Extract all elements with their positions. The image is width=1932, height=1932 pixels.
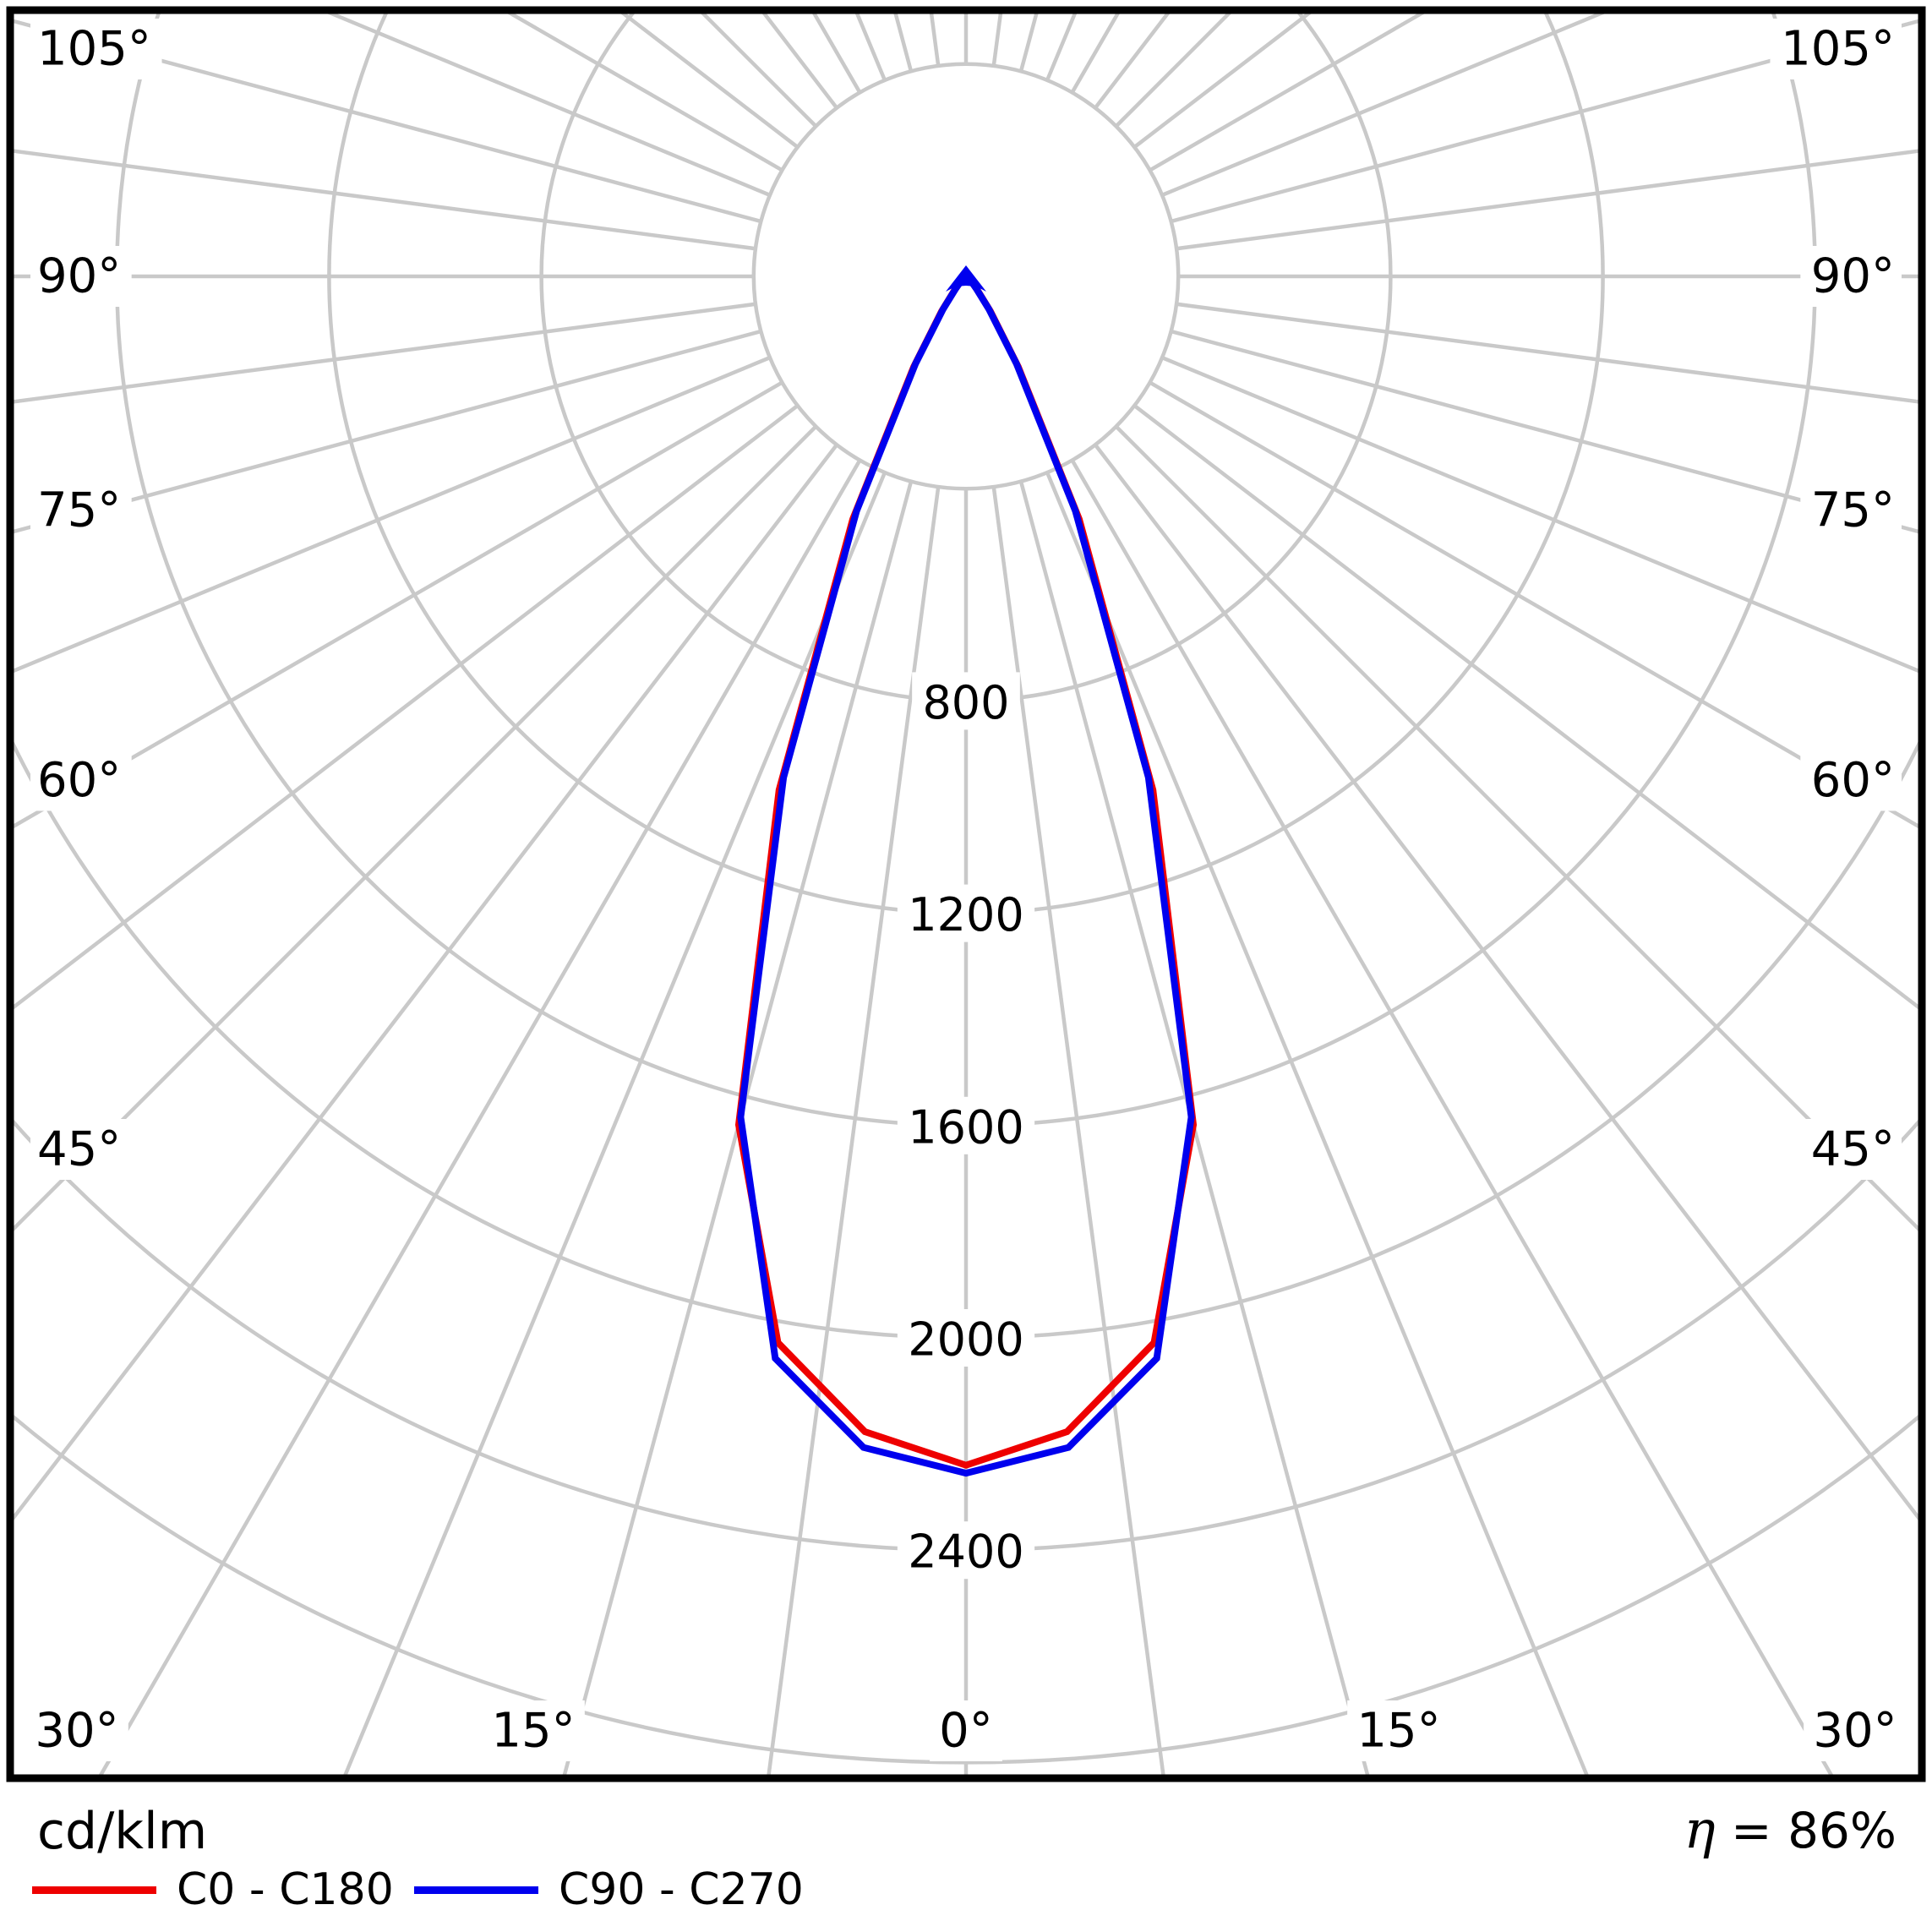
grid-spoke: [1149, 380, 1922, 831]
angle-label-bottom-30: 30°: [1813, 1704, 1897, 1759]
grid-spoke: [991, 486, 1166, 1778]
angle-label-left-45: 45°: [37, 1122, 121, 1177]
efficiency-label: η = 86%: [1684, 1798, 1897, 1860]
grid-spoke: [96, 459, 862, 1778]
grid-spoke: [1171, 18, 1922, 224]
unit-label: cd/klm: [37, 1802, 208, 1862]
label-mask: [897, 1096, 1035, 1154]
label-mask: [25, 1700, 128, 1761]
angle-label-left-60: 60°: [37, 753, 121, 808]
grid-spoke: [10, 404, 800, 1012]
beam-axis-arrow-icon: [946, 265, 986, 292]
ring-label-800: 800: [922, 676, 1009, 729]
angle-label-bottom-15: 15°: [491, 1704, 575, 1759]
angle-label-bottom-30: 30°: [35, 1704, 118, 1759]
grid-spoke: [1176, 302, 1922, 405]
label-mask: [1800, 1119, 1902, 1180]
legend-item-c0-c180: C0 - C180: [32, 1864, 394, 1915]
grid-spoke: [341, 472, 887, 1778]
angle-label-left-90: 90°: [37, 249, 121, 304]
grid-spoke: [10, 148, 756, 251]
grid-spoke: [10, 18, 761, 224]
label-mask: [1800, 246, 1902, 307]
grid-spoke: [10, 380, 783, 831]
grid-spoke: [1176, 148, 1922, 251]
grid-spoke: [1094, 443, 1922, 1525]
grid-spoke: [10, 356, 771, 674]
label-mask: [1770, 19, 1902, 79]
angle-label-right-45: 45°: [1811, 1122, 1895, 1177]
label-mask: [897, 1521, 1035, 1580]
label-mask: [1800, 750, 1902, 811]
label-mask: [30, 246, 132, 307]
ring-label-1200: 1200: [908, 888, 1023, 941]
grid-spoke: [1045, 472, 1591, 1778]
angle-label-bottom-0: 0°: [939, 1704, 993, 1759]
grid-spoke: [10, 425, 817, 1236]
label-mask: [30, 479, 132, 541]
label-mask: [1800, 479, 1902, 541]
legend-line-c0-c180-icon: [32, 1886, 156, 1894]
grid-spoke: [1018, 481, 1371, 1778]
label-mask: [930, 1700, 1002, 1761]
angle-label-left-105: 105°: [37, 22, 151, 77]
label-mask: [30, 19, 162, 79]
label-mask: [897, 1309, 1035, 1367]
angle-label-right-60: 60°: [1811, 753, 1895, 808]
label-mask: [897, 884, 1035, 942]
efficiency-value: = 86%: [1715, 1802, 1897, 1860]
label-mask: [482, 1700, 585, 1761]
grid-spoke: [1161, 10, 1614, 197]
legend-item-c90-c270: C90 - C270: [414, 1864, 804, 1915]
label-mask: [1804, 1700, 1907, 1761]
grid-spoke: [318, 10, 771, 197]
plot-frame: [6, 6, 1926, 1782]
legend-label-c90-c270: C90 - C270: [559, 1864, 804, 1915]
grid-spoke: [1070, 459, 1836, 1778]
grid-spoke: [10, 443, 838, 1525]
legend-line-c90-c270-icon: [414, 1886, 538, 1894]
grid-spoke: [1171, 329, 1922, 535]
label-mask: [1347, 1700, 1450, 1761]
angle-label-left-75: 75°: [37, 483, 121, 538]
label-mask: [912, 672, 1020, 730]
legend-label-c0-c180: C0 - C180: [177, 1864, 394, 1915]
grid-spoke: [10, 302, 756, 405]
angle-label-bottom-15: 15°: [1356, 1704, 1440, 1759]
grid-spoke: [10, 329, 761, 535]
grid-spoke: [561, 481, 914, 1778]
grid-spoke: [1132, 404, 1922, 1012]
label-mask: [30, 1119, 132, 1180]
angle-label-right-90: 90°: [1811, 249, 1895, 304]
ring-label-2400: 2400: [908, 1525, 1023, 1579]
label-mask: [30, 750, 132, 811]
angle-label-right-105: 105°: [1781, 22, 1895, 77]
grid-spoke: [766, 486, 941, 1778]
grid-spoke: [1115, 425, 1922, 1236]
ring-label-1600: 1600: [908, 1100, 1023, 1154]
grid-spoke: [1161, 356, 1922, 674]
angle-label-right-75: 75°: [1811, 483, 1895, 538]
eta-symbol: η: [1684, 1798, 1716, 1861]
ring-label-2000: 2000: [908, 1313, 1023, 1367]
